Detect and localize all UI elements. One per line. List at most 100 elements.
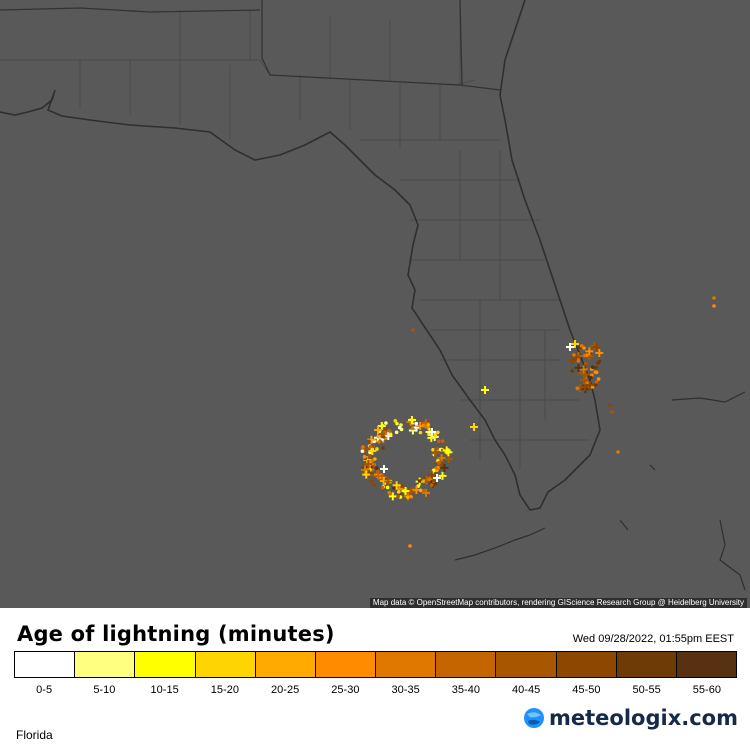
lightning-strike	[427, 477, 432, 481]
lightning-strike	[578, 371, 582, 375]
lightning-strike	[433, 482, 438, 486]
lightning-strike	[368, 445, 372, 449]
legend-swatch	[496, 652, 557, 677]
lightning-strike	[597, 359, 602, 364]
lightning-strike	[580, 382, 589, 391]
lightning-strike	[594, 380, 599, 384]
legend-label: 5-10	[93, 684, 116, 696]
legend-title: Age of lightning (minutes)	[17, 622, 335, 646]
lightning-strike	[592, 343, 601, 352]
lightning-strike	[436, 430, 440, 435]
lightning-strike	[440, 462, 444, 467]
bahamas-coast	[619, 391, 746, 591]
lightning-strike	[395, 421, 399, 426]
legend-swatch	[255, 652, 316, 677]
brand-logo[interactable]: meteologix.com	[523, 706, 738, 730]
legend-label: 35-40	[451, 684, 480, 696]
lightning-strike	[373, 457, 377, 461]
lightning-map[interactable]: Map data © OpenStreetMap contributors, r…	[0, 0, 750, 608]
lightning-strike	[401, 487, 410, 496]
lightning-strike	[372, 483, 376, 487]
legend-swatch	[616, 652, 677, 677]
lightning-strike	[360, 449, 365, 453]
lightning-strike	[374, 466, 379, 470]
lightning-strike	[440, 439, 445, 443]
lightning-strike	[387, 429, 392, 433]
lightning-strike	[444, 448, 453, 457]
legend-swatch	[15, 652, 76, 677]
lightning-strike	[384, 421, 388, 425]
legend-label: 45-50	[572, 684, 601, 696]
lightning-strike	[396, 490, 401, 494]
legend-label: 30-35	[391, 684, 420, 696]
lightning-strike	[594, 365, 598, 370]
lightning-strike	[422, 476, 427, 480]
lightning-strike	[576, 358, 581, 363]
lightning-strike	[360, 465, 369, 474]
lightning-strikes	[360, 296, 716, 548]
lightning-strike	[362, 455, 367, 459]
legend-label: 15-20	[210, 684, 239, 696]
lightning-strike	[571, 340, 579, 348]
lightning-strike	[581, 370, 590, 379]
lightning-strike	[388, 492, 397, 501]
lightning-strike	[367, 439, 371, 444]
lightning-strike	[381, 446, 385, 450]
lightning-strike	[377, 430, 386, 439]
lightning-strike	[422, 488, 427, 493]
lightning-strike	[377, 422, 386, 431]
lightning-strike	[416, 422, 425, 431]
timestamp: Wed 09/28/2022, 01:55pm EEST	[572, 633, 734, 645]
lightning-strike	[437, 461, 441, 465]
lightning-strike	[574, 363, 583, 372]
lightning-strike	[418, 430, 423, 435]
lightning-strike	[595, 348, 604, 357]
legend-swatch	[376, 652, 437, 677]
lightning-strike	[429, 483, 434, 487]
lightning-strike	[384, 477, 393, 486]
lightning-strike	[616, 450, 620, 454]
globe-icon	[524, 708, 545, 728]
legend-label: 40-45	[512, 684, 541, 696]
legend-label: 10-15	[150, 684, 179, 696]
lightning-strike	[392, 486, 396, 490]
lightning-strike	[414, 421, 419, 426]
lightning-strike	[367, 454, 372, 458]
lightning-strike	[411, 328, 415, 332]
lightning-strike	[418, 488, 423, 493]
legend-label: 20-25	[271, 684, 300, 696]
lightning-strike	[381, 435, 386, 439]
legend-label: 0-5	[36, 684, 53, 696]
lightning-strike	[374, 426, 382, 434]
brand-name: meteologix.com	[549, 706, 738, 730]
lightning-strike	[594, 370, 599, 375]
legend-swatch	[436, 652, 497, 677]
lightning-strike	[585, 347, 594, 356]
lightning-strike	[408, 416, 416, 424]
lightning-strike	[572, 353, 576, 357]
lightning-strike	[481, 386, 489, 394]
lightning-strike	[428, 428, 436, 436]
lightning-strike	[388, 432, 393, 437]
lightning-strike	[575, 386, 580, 391]
lightning-strike	[435, 446, 439, 451]
lightning-strike	[370, 467, 375, 472]
lightning-strike	[371, 444, 376, 449]
lightning-strike	[396, 494, 400, 499]
lightning-strike	[579, 344, 584, 348]
lightning-strike	[583, 361, 588, 366]
legend-label: 25-30	[331, 684, 360, 696]
map-canvas	[0, 0, 746, 591]
legend-swatch	[135, 652, 196, 677]
lightning-strike	[387, 490, 391, 495]
lightning-strike	[360, 445, 365, 449]
lightning-strike	[376, 434, 381, 439]
lightning-strike	[594, 383, 598, 387]
lightning-strike	[570, 369, 574, 373]
lightning-strike	[424, 479, 429, 484]
lightning-strike	[362, 470, 371, 479]
state-boundaries	[0, 0, 501, 91]
lightning-strike	[580, 376, 588, 384]
lightning-strike	[431, 447, 435, 452]
lightning-strike	[405, 495, 410, 499]
